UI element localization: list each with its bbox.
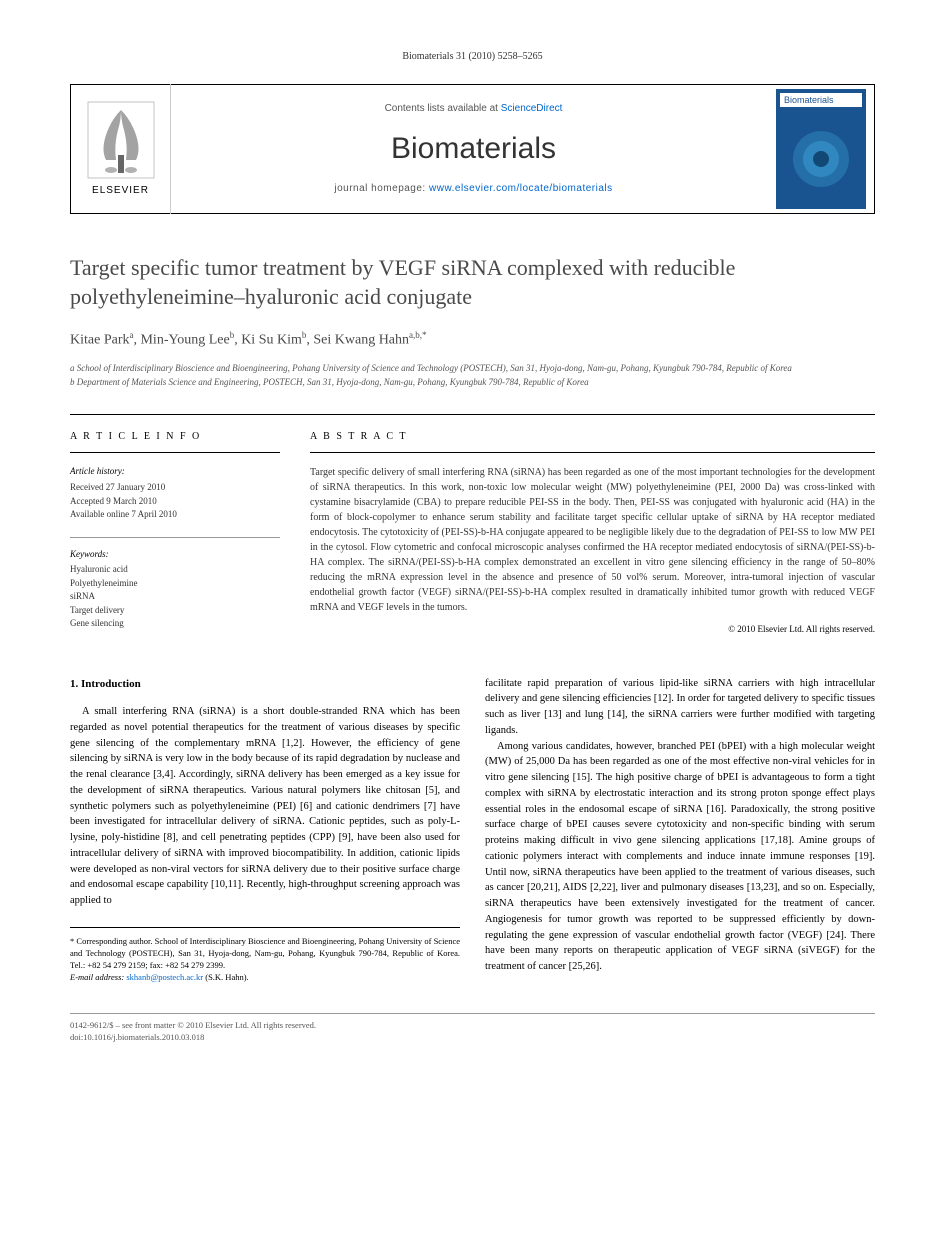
email-suffix: (S.K. Hahn). bbox=[203, 972, 249, 982]
cover-title: Biomaterials bbox=[784, 95, 834, 105]
author-3-affil: b bbox=[302, 330, 307, 340]
corresponding-email-link[interactable]: skhanb@postech.ac.kr bbox=[126, 972, 203, 982]
sciencedirect-line: Contents lists available at ScienceDirec… bbox=[181, 102, 766, 116]
author-2[interactable]: Min-Young Lee bbox=[140, 333, 229, 348]
abstract-panel: A B S T R A C T Target specific delivery… bbox=[310, 430, 875, 645]
journal-homepage: journal homepage: www.elsevier.com/locat… bbox=[181, 182, 766, 196]
affiliation-b: b Department of Materials Science and En… bbox=[70, 376, 875, 390]
keyword-4: Target delivery bbox=[70, 604, 280, 618]
keyword-1: Hyaluronic acid bbox=[70, 563, 280, 577]
abstract-copyright: © 2010 Elsevier Ltd. All rights reserved… bbox=[310, 623, 875, 636]
journal-masthead: ELSEVIER Contents lists available at Sci… bbox=[70, 84, 875, 214]
journal-cover-thumbnail: Biomaterials bbox=[776, 89, 866, 209]
affiliation-a: a School of Interdisciplinary Bioscience… bbox=[70, 362, 875, 376]
section-1-heading: 1. Introduction bbox=[70, 676, 460, 693]
corresponding-author: * Corresponding author. School of Interd… bbox=[70, 927, 460, 984]
author-1[interactable]: Kitae Park bbox=[70, 333, 129, 348]
author-2-affil: b bbox=[230, 330, 235, 340]
sciencedirect-link[interactable]: ScienceDirect bbox=[501, 103, 563, 114]
header-citation: Biomaterials 31 (2010) 5258–5265 bbox=[70, 50, 875, 64]
elsevier-name: ELSEVIER bbox=[92, 184, 149, 198]
sciencedirect-prefix: Contents lists available at bbox=[385, 103, 501, 114]
email-label: E-mail address: bbox=[70, 972, 126, 982]
history-label: Article history: bbox=[70, 465, 280, 478]
abstract-text: Target specific delivery of small interf… bbox=[310, 465, 875, 615]
author-4[interactable]: Sei Kwang Hahn bbox=[313, 333, 409, 348]
homepage-prefix: journal homepage: bbox=[334, 183, 429, 194]
homepage-link[interactable]: www.elsevier.com/locate/biomaterials bbox=[429, 183, 613, 194]
affiliations: a School of Interdisciplinary Bioscience… bbox=[70, 362, 875, 389]
author-4-affil: a,b,* bbox=[409, 330, 427, 340]
author-3[interactable]: Ki Su Kim bbox=[241, 333, 302, 348]
journal-name: Biomaterials bbox=[181, 128, 766, 170]
keyword-2: Polyethyleneimine bbox=[70, 577, 280, 591]
intro-para-2: facilitate rapid preparation of various … bbox=[485, 676, 875, 739]
keywords-label: Keywords: bbox=[70, 548, 280, 561]
body-column-left: 1. Introduction A small interfering RNA … bbox=[70, 676, 460, 984]
body-column-right: facilitate rapid preparation of various … bbox=[485, 676, 875, 984]
intro-para-3: Among various candidates, however, branc… bbox=[485, 739, 875, 975]
author-1-affil: a bbox=[129, 330, 133, 340]
elsevier-tree-icon bbox=[86, 100, 156, 180]
journal-center: Contents lists available at ScienceDirec… bbox=[171, 92, 776, 206]
online-date: Available online 7 April 2010 bbox=[70, 508, 280, 522]
article-info-panel: A R T I C L E I N F O Article history: R… bbox=[70, 430, 280, 645]
footer-doi: doi:10.1016/j.biomaterials.2010.03.018 bbox=[70, 1032, 875, 1044]
page-footer: 0142-9612/$ – see front matter © 2010 El… bbox=[70, 1013, 875, 1044]
elsevier-logo: ELSEVIER bbox=[71, 84, 171, 214]
authors-list: Kitae Parka, Min-Young Leeb, Ki Su Kimb,… bbox=[70, 329, 875, 350]
article-info-heading: A R T I C L E I N F O bbox=[70, 430, 280, 453]
article-title: Target specific tumor treatment by VEGF … bbox=[70, 254, 875, 311]
keyword-3: siRNA bbox=[70, 590, 280, 604]
accepted-date: Accepted 9 March 2010 bbox=[70, 495, 280, 509]
abstract-heading: A B S T R A C T bbox=[310, 430, 875, 453]
intro-para-1: A small interfering RNA (siRNA) is a sho… bbox=[70, 704, 460, 909]
keyword-5: Gene silencing bbox=[70, 617, 280, 631]
received-date: Received 27 January 2010 bbox=[70, 481, 280, 495]
footer-copyright: 0142-9612/$ – see front matter © 2010 El… bbox=[70, 1020, 875, 1032]
corresponding-text: * Corresponding author. School of Interd… bbox=[70, 936, 460, 972]
